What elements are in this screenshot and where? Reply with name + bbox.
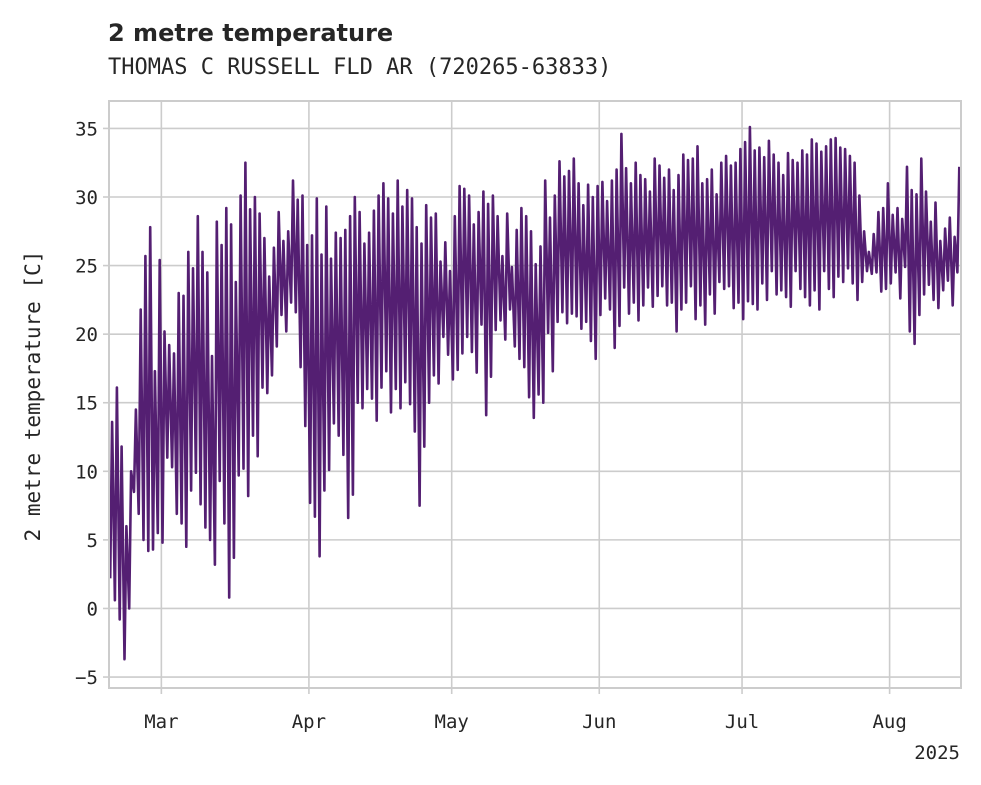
y-tick-label: 0 — [87, 598, 98, 620]
x-tick-label: Jul — [725, 711, 759, 733]
y-tick-label: −5 — [75, 667, 98, 689]
x-tick-label: Mar — [144, 711, 178, 733]
x-tick-label: Apr — [292, 711, 326, 733]
y-tick-label: 20 — [75, 324, 98, 346]
y-tick-label: 35 — [75, 118, 98, 140]
y-tick-label: 30 — [75, 187, 98, 209]
series-layer — [108, 125, 961, 661]
x-tick-label: May — [435, 711, 469, 733]
y-axis-label: 2 metre temperature [C] — [21, 251, 45, 542]
y-tick-label: 25 — [75, 256, 98, 278]
x-tick-label: Aug — [872, 711, 906, 733]
temperature-series-line — [108, 125, 961, 661]
axes: −5 0 5 10 15 20 25 30 35 Mar Apr May Jun Jul Aug — [75, 118, 907, 733]
x-axis-year-label: 2025 — [914, 742, 960, 764]
x-tick-label: Jun — [582, 711, 616, 733]
y-tick-label: 10 — [75, 461, 98, 483]
chart-title: 2 metre temperature — [108, 19, 393, 47]
plot-frame — [108, 100, 962, 689]
y-tick-label: 5 — [87, 530, 98, 552]
chart-subtitle: THOMAS C RUSSELL FLD AR (720265-63833) — [108, 55, 611, 80]
y-tick-label: 15 — [75, 393, 98, 415]
